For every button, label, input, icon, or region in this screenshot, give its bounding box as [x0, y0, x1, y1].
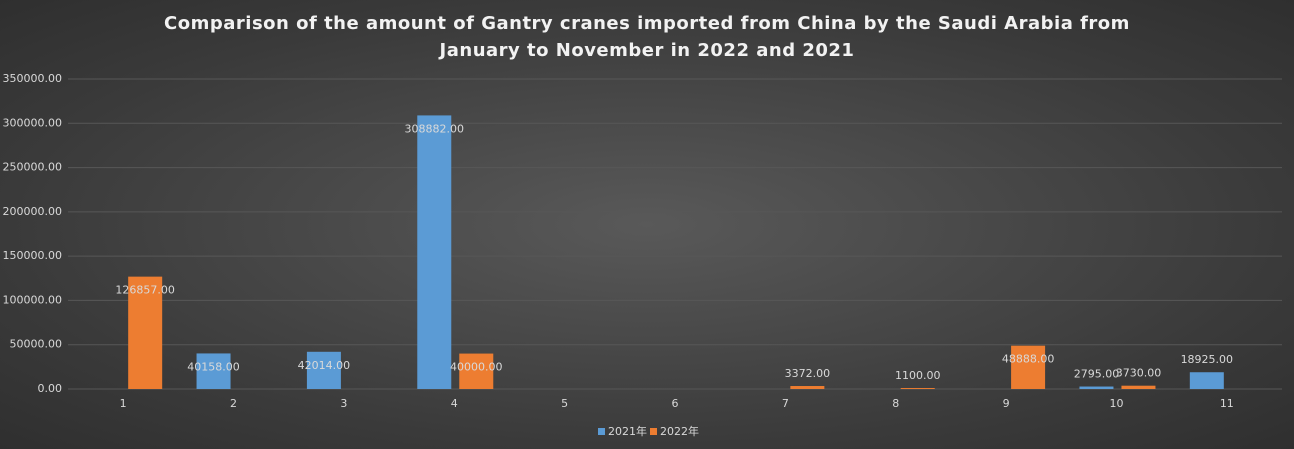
- bar: [1189, 372, 1224, 389]
- legend-label: 2022年: [660, 424, 699, 438]
- bar: [1011, 345, 1046, 389]
- bar: [306, 351, 341, 389]
- data-label: 40158.00: [187, 360, 240, 373]
- y-tick-label: 50000.00: [10, 338, 63, 351]
- x-tick-label: 6: [672, 397, 679, 410]
- y-tick-label: 0.00: [38, 382, 63, 395]
- bar: [417, 115, 452, 390]
- data-label: 308882.00: [405, 122, 465, 135]
- y-tick-label: 100000.00: [3, 293, 63, 306]
- data-label: 48888.00: [1002, 353, 1055, 366]
- x-tick-label: 3: [340, 397, 347, 410]
- data-label: 126857.00: [115, 284, 175, 297]
- y-tick-label: 200000.00: [3, 205, 63, 218]
- bar: [900, 388, 935, 389]
- data-label: 3730.00: [1116, 367, 1162, 380]
- data-label: 2795.00: [1074, 368, 1120, 381]
- data-label: 40000.00: [450, 361, 503, 374]
- bar: [1079, 386, 1114, 389]
- x-tick-label: 4: [451, 397, 458, 410]
- legend-swatch: [650, 428, 657, 435]
- data-label: 3372.00: [785, 367, 831, 380]
- bar: [196, 353, 231, 389]
- bar: [128, 276, 163, 389]
- bar: [1121, 385, 1156, 389]
- data-label: 18925.00: [1181, 353, 1234, 366]
- bar: [790, 386, 825, 389]
- x-tick-label: 5: [561, 397, 568, 410]
- bar: [459, 353, 494, 389]
- legend-label: 2021年: [608, 424, 647, 438]
- x-tick-label: 2: [230, 397, 237, 410]
- x-tick-label: 10: [1109, 397, 1123, 410]
- legend-swatch: [598, 428, 605, 435]
- x-tick-label: 11: [1220, 397, 1234, 410]
- x-tick-label: 1: [120, 397, 127, 410]
- data-label: 1100.00: [895, 369, 941, 382]
- x-tick-label: 9: [1003, 397, 1010, 410]
- data-label: 42014.00: [298, 359, 351, 372]
- x-tick-label: 7: [782, 397, 789, 410]
- chart-title: Comparison of the amount of Gantry crane…: [164, 13, 1130, 61]
- y-tick-label: 300000.00: [3, 116, 63, 129]
- y-tick-label: 250000.00: [3, 161, 63, 174]
- x-tick-label: 8: [892, 397, 899, 410]
- y-tick-label: 150000.00: [3, 249, 63, 262]
- y-tick-label: 350000.00: [3, 72, 63, 85]
